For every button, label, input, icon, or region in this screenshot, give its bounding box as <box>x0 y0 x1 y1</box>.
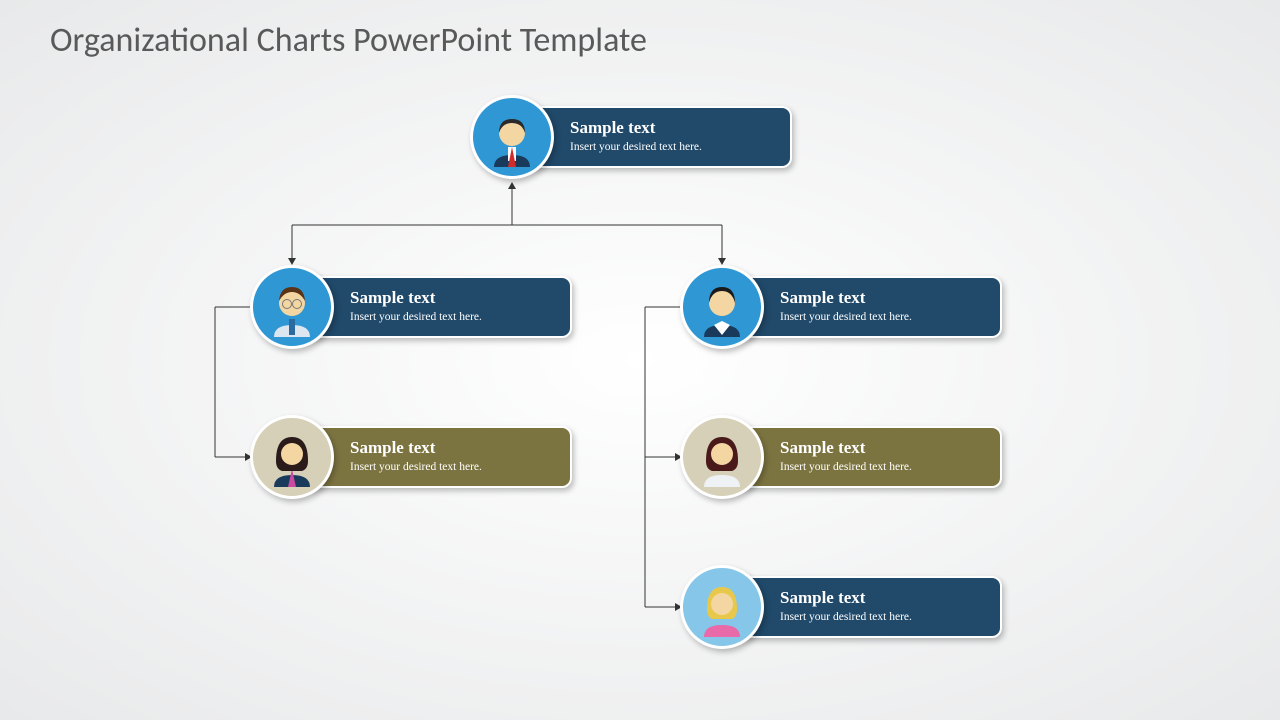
avatar-icon <box>680 415 764 499</box>
node-badge: Sample text Insert your desired text here… <box>722 426 1002 488</box>
node-desc: Insert your desired text here. <box>780 460 982 476</box>
node-desc: Insert your desired text here. <box>350 310 552 326</box>
node-badge: Sample text Insert your desired text here… <box>292 426 572 488</box>
node-badge: Sample text Insert your desired text here… <box>512 106 792 168</box>
org-node-l2: Sample text Insert your desired text here… <box>250 415 572 499</box>
org-node-root: Sample text Insert your desired text here… <box>470 95 792 179</box>
node-title: Sample text <box>780 288 982 308</box>
avatar-icon <box>250 265 334 349</box>
node-badge: Sample text Insert your desired text here… <box>722 276 1002 338</box>
node-title: Sample text <box>780 588 982 608</box>
node-desc: Insert your desired text here. <box>570 140 772 156</box>
org-node-r3: Sample text Insert your desired text here… <box>680 565 1002 649</box>
node-desc: Insert your desired text here. <box>780 310 982 326</box>
page-title: Organizational Charts PowerPoint Templat… <box>50 20 647 61</box>
node-title: Sample text <box>780 438 982 458</box>
node-desc: Insert your desired text here. <box>780 610 982 626</box>
org-node-l1: Sample text Insert your desired text here… <box>250 265 572 349</box>
avatar-icon <box>680 565 764 649</box>
org-node-r2: Sample text Insert your desired text here… <box>680 415 1002 499</box>
node-title: Sample text <box>350 288 552 308</box>
node-title: Sample text <box>350 438 552 458</box>
node-badge: Sample text Insert your desired text here… <box>722 576 1002 638</box>
avatar-icon <box>250 415 334 499</box>
org-node-r1: Sample text Insert your desired text here… <box>680 265 1002 349</box>
avatar-icon <box>680 265 764 349</box>
node-desc: Insert your desired text here. <box>350 460 552 476</box>
node-title: Sample text <box>570 118 772 138</box>
node-badge: Sample text Insert your desired text here… <box>292 276 572 338</box>
avatar-icon <box>470 95 554 179</box>
